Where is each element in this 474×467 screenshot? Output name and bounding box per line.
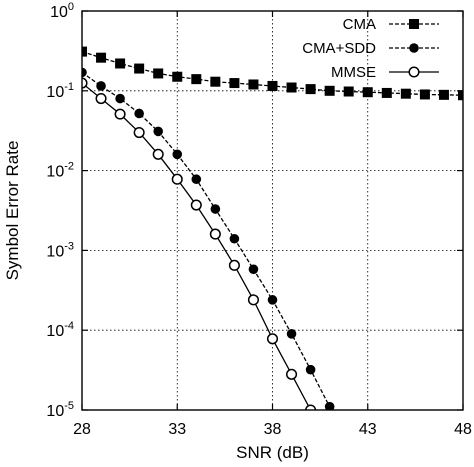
- data-point: [209, 228, 221, 240]
- data-point: [266, 333, 279, 345]
- y-axis-label: Symbol Error Rate: [3, 141, 22, 281]
- data-point: [190, 199, 202, 211]
- data-point: [438, 89, 449, 100]
- y-tick-label: 10-5: [46, 400, 74, 420]
- data-point: [191, 174, 202, 185]
- data-point: [267, 295, 278, 305]
- data-point: [247, 294, 259, 306]
- data-point: [305, 404, 317, 410]
- data-point: [95, 92, 107, 105]
- data-point: [134, 108, 144, 119]
- data-point: [191, 74, 202, 85]
- x-tick-label: 28: [73, 421, 91, 438]
- legend-label: CMA: [343, 16, 376, 33]
- x-tick-label: 33: [168, 421, 186, 438]
- data-point: [324, 401, 335, 410]
- legend-item: MMSE: [331, 64, 439, 81]
- legend-item: CMA: [343, 16, 439, 33]
- data-point: [172, 149, 183, 160]
- legend-marker: [409, 19, 419, 29]
- x-tick-label: 38: [264, 421, 282, 438]
- data-point: [324, 85, 335, 96]
- data-point: [286, 329, 297, 339]
- x-axis-label: SNR (dB): [236, 443, 309, 462]
- data-point: [134, 63, 145, 74]
- legend-item: CMA+SDD: [302, 40, 439, 57]
- data-point: [267, 80, 278, 91]
- data-point: [115, 58, 126, 69]
- data-point: [248, 79, 259, 90]
- data-point: [114, 108, 126, 120]
- data-point: [115, 93, 125, 104]
- series-line: [82, 82, 312, 410]
- data-point: [248, 264, 259, 275]
- series-cma: [82, 46, 463, 101]
- data-point: [96, 81, 106, 91]
- y-tick-label: 100: [50, 1, 74, 21]
- data-point: [172, 71, 183, 82]
- x-tick-label: 48: [454, 421, 472, 438]
- series-cma-sdd: [82, 67, 335, 410]
- data-point: [362, 87, 373, 98]
- y-tick-label: 10-4: [46, 320, 74, 340]
- data-point: [458, 90, 463, 101]
- data-point: [82, 67, 87, 78]
- data-point: [171, 173, 183, 185]
- data-point: [419, 89, 430, 100]
- data-point: [400, 88, 411, 99]
- legend: CMA CMA+SDD MMSE: [302, 16, 439, 81]
- data-point: [305, 84, 316, 95]
- data-point: [210, 204, 221, 214]
- data-point: [153, 68, 164, 79]
- data-point: [381, 87, 392, 98]
- data-point: [152, 148, 164, 160]
- data-point: [228, 259, 240, 271]
- data-point: [133, 126, 145, 139]
- y-tick-label: 10-3: [46, 240, 74, 260]
- tick-labels: 28 33 38 43 48 100 10-1 10-2 10-3 10-4 10-5: [46, 1, 472, 438]
- data-point: [82, 77, 88, 89]
- legend-marker: [409, 43, 419, 53]
- series-line: [82, 71, 333, 410]
- data-point: [286, 82, 297, 93]
- legend-marker: [408, 66, 420, 78]
- data-point: [210, 76, 221, 87]
- data-point: [305, 364, 316, 375]
- data-point: [343, 86, 354, 97]
- x-tick-label: 43: [359, 421, 377, 438]
- data-point: [96, 52, 107, 63]
- data-point: [286, 368, 298, 380]
- legend-label: MMSE: [331, 64, 376, 81]
- series-mmse: [82, 77, 317, 410]
- data-point: [82, 46, 87, 57]
- legend-label: CMA+SDD: [302, 40, 376, 57]
- y-tick-label: 10-1: [46, 81, 74, 101]
- data-point: [153, 126, 163, 137]
- data-point: [229, 233, 240, 244]
- y-tick-label: 10-2: [46, 161, 74, 181]
- data-point: [229, 78, 240, 89]
- series-layer: [82, 46, 463, 410]
